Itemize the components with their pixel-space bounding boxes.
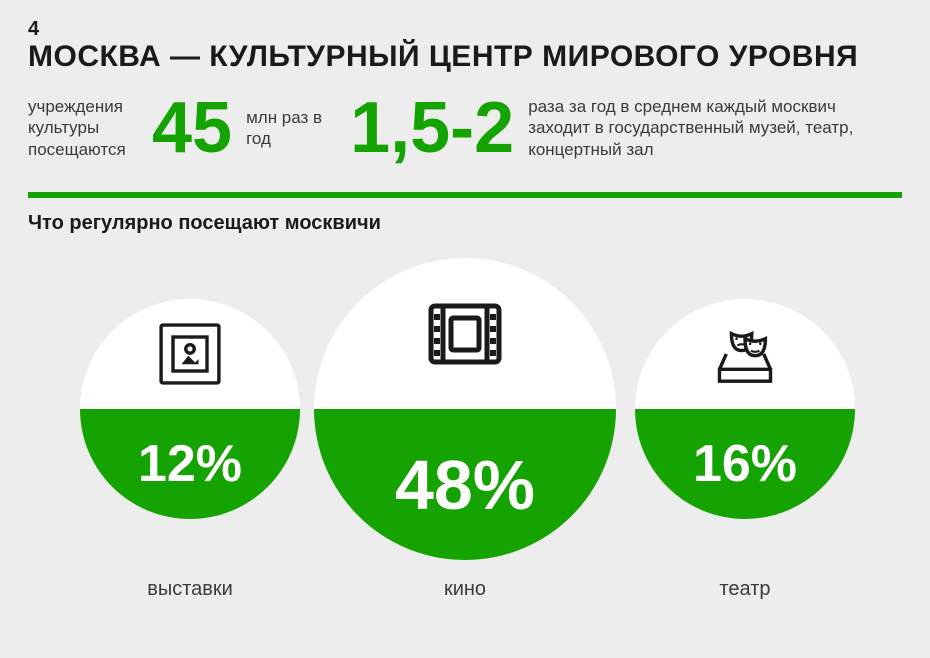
stamp-icon-area (80, 299, 300, 409)
circle-cinema: 48% кино (314, 258, 616, 601)
page-number: 4 (28, 18, 39, 41)
film-icon (425, 294, 505, 374)
theatre-icon-area (635, 299, 855, 409)
subheading: Что регулярно посещают москвичи (28, 212, 381, 235)
circle-label: выставки (80, 578, 300, 601)
circle-theatre: 16% театр (635, 299, 855, 601)
stat1-unit: млн раз в год (246, 107, 326, 150)
film-icon-area (314, 258, 616, 409)
stat1-value: 45 (152, 92, 232, 164)
circle-exhibitions: 12% выставки (80, 299, 300, 601)
page-title: МОСКВА — КУЛЬТУРНЫЙ ЦЕНТР МИРОВОГО УРОВН… (28, 40, 858, 74)
stat2-desc: раза за год в среднем каждый москвич зах… (528, 96, 902, 160)
circles-container: 12%выставки48%кино16%театр (0, 258, 930, 578)
stat2-value: 1,5-2 (350, 92, 514, 164)
stats-row: учреждения культуры посещаются 45 млн ра… (28, 92, 902, 164)
percent-value: 12% (80, 409, 300, 519)
stamp-icon (156, 320, 224, 388)
percent-value: 16% (635, 409, 855, 519)
stat1-lead: учреждения культуры посещаются (28, 96, 138, 160)
circle-label: кино (314, 578, 616, 601)
circle-label: театр (635, 578, 855, 601)
percent-value: 48% (314, 409, 616, 560)
divider (28, 192, 902, 198)
theatre-icon (711, 320, 779, 388)
